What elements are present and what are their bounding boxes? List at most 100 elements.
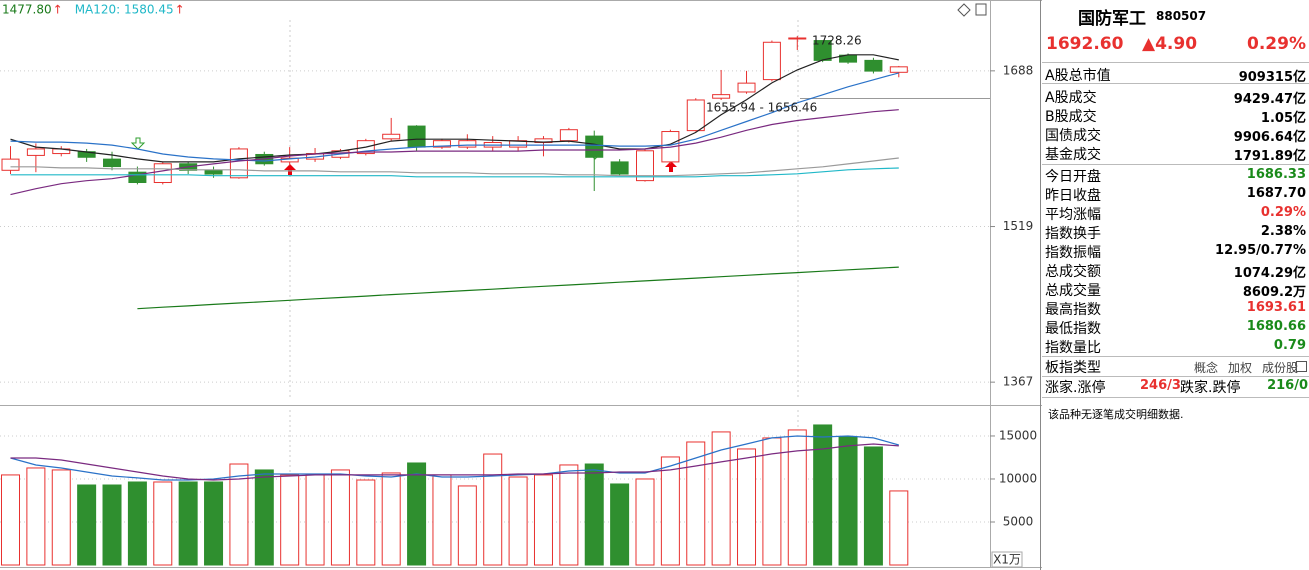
signal-up [284,164,296,175]
quote-panel: 国防军工 880507 1692.60 ▲4.90 0.29% A股总市值 909… [1042,0,1309,570]
price: 1692.60 [1046,34,1124,54]
row-value: 9906.64亿 [1233,130,1306,145]
y-tick-label: 1519 [1003,219,1034,233]
index-code: 880507 [1156,9,1207,23]
ma-line [10,54,899,163]
legend-label: MA120: 1580.45 [75,3,174,17]
legend-mark: ↑ [53,3,63,17]
y-tick-label: 1688 [1003,63,1034,77]
volume-bar [127,481,147,566]
ma-line [10,443,899,481]
candle-body [153,163,172,184]
type-icon[interactable] [1296,361,1307,372]
candle-body [610,161,629,175]
volume-bar [686,441,706,566]
volume-bar [381,472,401,566]
candle-body [712,94,731,99]
row-label: 板指类型 [1045,360,1101,376]
volume-bar [77,484,97,566]
signal-up [665,161,677,172]
volume-bar [610,483,630,566]
pct: 0.29% [1247,34,1306,54]
separator [1042,376,1309,377]
volume-bar [280,474,300,566]
candle-body [1,158,20,171]
row-label: 总成交量 [1045,283,1101,299]
volume-bar [254,469,274,566]
candle-body [864,59,883,72]
volume-bar [711,431,731,566]
candle-body [686,99,705,132]
ma-line [10,157,899,177]
row-label: 指数换手 [1045,226,1101,242]
volume-bar [432,474,452,566]
type-option[interactable]: 加权 [1228,361,1253,375]
signal-down [130,137,146,150]
note: 该品种无逐笔成交明细数据. [1048,408,1184,421]
candle-body [458,140,477,148]
row-value: 2.38% [1260,224,1306,239]
candle-body [26,148,45,156]
volume-bar [787,429,807,566]
row-label: 指数振幅 [1045,245,1101,261]
unit-label: X1万 [993,553,1021,567]
row-label: B股成交 [1045,109,1097,125]
row-value: 1.05亿 [1260,111,1306,126]
breadth-label: 涨家.涨停 [1045,380,1106,396]
volume-bar [178,481,198,566]
row-value: 1791.89亿 [1233,149,1306,164]
tool-icon[interactable] [957,3,971,17]
volume-bar [737,448,757,566]
legend-mark: ↑ [175,3,185,17]
volume-bar [838,436,858,566]
volume-bar [204,481,224,566]
candle-body [559,129,578,142]
candle-body [788,37,807,40]
type-option[interactable]: 成份股 [1262,361,1299,375]
volume-bar [863,446,883,566]
index-name: 国防军工 [1078,9,1146,29]
row-label: 平均涨幅 [1045,207,1101,223]
candle-body [585,135,604,158]
row-label: 基金成交 [1045,147,1101,163]
ma-line [10,167,899,178]
candle-body [636,150,654,182]
volume-bar [1,474,20,566]
row-value: 1686.33 [1246,167,1306,182]
y-tick-label: 10000 [999,471,1037,485]
volume-bar [559,464,579,566]
candle-body [204,169,223,175]
y-tick-label: 1367 [1003,375,1034,389]
volume-bar [584,463,604,566]
row-value: 1687.70 [1246,186,1306,201]
candle-body [432,140,451,148]
y-tick-label: 15000 [999,428,1037,442]
volume-bar [889,490,909,566]
volume-bar [407,462,427,566]
candle-body [407,125,426,148]
ma-line [137,266,899,310]
volume-bar [356,479,376,566]
legend-label: 1477.80 [2,3,52,17]
separator [1042,62,1309,63]
breadth-value: 216/0 [1267,378,1308,393]
type-option[interactable]: 概念 [1194,361,1219,375]
volume-bar [51,469,71,566]
row-label: 最低指数 [1045,321,1101,337]
annotation: 1728.26 [812,34,862,48]
ma-line [10,109,899,196]
row-label: 今日开盘 [1045,169,1101,185]
separator [1042,356,1309,357]
volume-bar [229,463,249,566]
row-value: 12.95/0.77% [1215,243,1306,258]
tool-icon[interactable] [975,3,987,16]
volume-bar [457,485,477,566]
row-value: 1680.66 [1246,319,1306,334]
volume-bar [635,478,655,566]
volume-bar [153,481,173,566]
row-value: 9429.47亿 [1233,92,1306,107]
row-value: 0.79 [1273,338,1306,353]
volume-bar [102,484,122,566]
